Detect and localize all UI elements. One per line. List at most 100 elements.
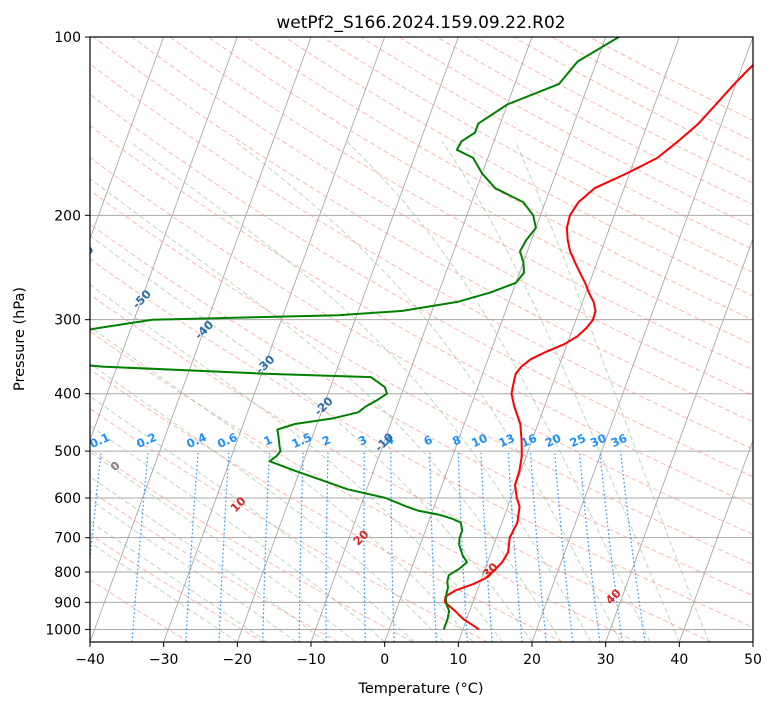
isotherm-line [163, 37, 386, 642]
mixing-ratio-label: 0.2 [134, 430, 158, 451]
y-axis-title: Pressure (hPa) [12, 287, 28, 391]
mixing-ratio-label: 16 [519, 431, 539, 450]
mixing-ratio-label: 10 [469, 431, 489, 450]
mixing-ratio-line [620, 451, 646, 642]
dry-adiabat-label: 40 [603, 586, 624, 607]
moist-adiabat [90, 541, 238, 642]
dry-adiabat [589, 37, 753, 122]
x-tick-label: 20 [523, 652, 541, 668]
x-axis-title: Temperature (°C) [357, 681, 483, 697]
dewpoint-line [90, 37, 620, 630]
x-tick-label: 30 [597, 652, 615, 668]
mixing-ratio-label: 2 [320, 432, 333, 448]
dry-adiabat [93, 37, 753, 423]
mixing-ratio-label: 0.6 [215, 430, 239, 451]
dry-adiabat [90, 124, 753, 506]
plot-frame [89, 36, 754, 643]
isotherm-label: -40 [192, 318, 217, 343]
chart-title: wetPf2_S166.2024.159.09.22.R02 [276, 13, 565, 33]
dry-adiabat [90, 578, 190, 642]
mixing-ratio-line [218, 451, 230, 642]
dry-adiabat [90, 294, 712, 642]
y-tick-label: 100 [54, 30, 81, 46]
mixing-ratio-line [529, 451, 547, 642]
mixing-ratio-line [131, 451, 149, 642]
isotherm-label: -50 [129, 287, 154, 312]
moist-adiabat [346, 140, 651, 642]
x-tick-label: 10 [449, 652, 467, 668]
dry-adiabat-label: 20 [350, 527, 371, 548]
moist-adiabat [90, 499, 297, 642]
profile-lines [90, 37, 753, 631]
y-tick-label: 800 [54, 565, 81, 581]
x-tick-label: 40 [670, 652, 688, 668]
mixing-ratio-line [90, 451, 102, 564]
isotherm-line [605, 237, 753, 642]
isotherm-label: -60 [72, 242, 97, 267]
moist-adiabat [90, 395, 415, 642]
isotherm-label: -70 [17, 190, 42, 215]
dry-adiabat-label: 10 [227, 494, 248, 515]
dry-adiabat [436, 37, 753, 206]
y-tick-label: 400 [54, 387, 81, 403]
dry-adiabat [284, 37, 753, 297]
dry-adiabat [398, 37, 753, 228]
y-tick-label: 600 [54, 491, 81, 507]
dry-adiabat [90, 368, 563, 642]
dry-adiabat [90, 407, 488, 642]
x-tick-label: 50 [744, 652, 762, 668]
dry-adiabat [90, 448, 414, 642]
x-axis-ticks: −40 −30 −20 −10 0 10 20 30 40 50 [75, 642, 762, 668]
moist-adiabat [441, 141, 680, 642]
dry-adiabat [90, 189, 753, 566]
x-tick-label: −20 [223, 652, 253, 668]
mixing-ratio-line [578, 451, 601, 642]
mixing-ratio-line [480, 451, 493, 642]
isotherm-line [752, 640, 753, 642]
mixing-ratio-line [390, 451, 395, 642]
isotherm-line [90, 37, 312, 642]
moist-adiabat [90, 451, 356, 642]
x-tick-label: −30 [149, 652, 179, 668]
isotherm-line [90, 37, 165, 240]
background-lines [90, 37, 753, 642]
mixing-ratio-line [599, 451, 623, 642]
mixing-ratio-line [363, 451, 366, 642]
dry-adiabat [90, 490, 339, 642]
moist-adiabat [90, 476, 326, 642]
dry-adiabat [90, 93, 753, 478]
moist-adiabat [90, 363, 444, 642]
moist-adiabat [514, 141, 710, 642]
dry-adiabat [90, 330, 638, 642]
dry-adiabat [90, 258, 753, 629]
x-tick-label: −40 [75, 652, 105, 668]
dry-adiabat [245, 37, 753, 321]
mixing-ratio-label: 20 [543, 431, 563, 450]
isotherm-line [236, 37, 459, 642]
dry-adiabat [90, 533, 264, 642]
isotherm-line [90, 37, 238, 442]
mixing-ratio-line [507, 451, 523, 642]
mixing-ratio-label: 8 [450, 432, 463, 448]
isotherm-line [384, 37, 607, 642]
isotherm-line [457, 37, 680, 642]
mixing-ratio-label: 3 [356, 432, 369, 448]
dry-adiabat-label: 30 [480, 560, 501, 581]
y-tick-label: 700 [54, 531, 81, 547]
mixing-ratio-label: 1 [261, 432, 274, 448]
mixing-ratio-label: 0.1 [87, 430, 111, 451]
temperature-line [443, 63, 753, 631]
y-tick-label: 300 [54, 313, 81, 329]
mixing-ratio-line [554, 451, 574, 642]
y-tick-label: 900 [54, 595, 81, 611]
moist-adiabat [90, 283, 503, 642]
dry-adiabat [90, 156, 753, 536]
y-tick-label: 1000 [45, 622, 81, 638]
y-tick-label: 500 [54, 444, 81, 460]
dry-adiabat [513, 37, 753, 163]
mixing-ratio-label: 6 [422, 432, 435, 448]
mixing-ratio-label: 13 [497, 431, 517, 450]
moist-adiabat [129, 140, 592, 642]
moist-adiabat [90, 520, 268, 642]
